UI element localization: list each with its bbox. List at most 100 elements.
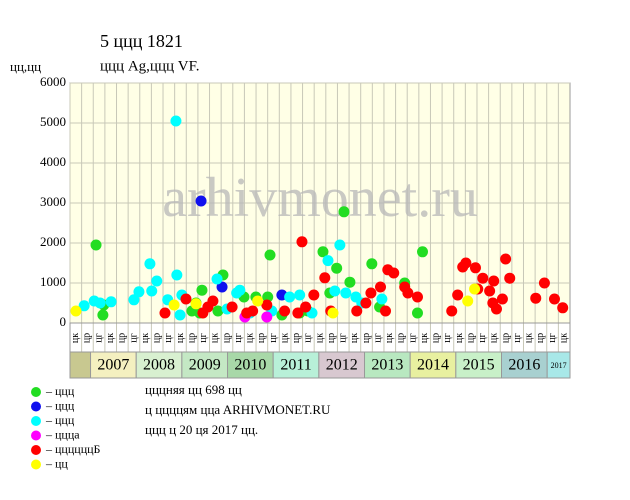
data-point [97, 309, 109, 321]
quarter-label: цр [117, 333, 128, 343]
year-cell [364, 351, 411, 379]
legend-marker [31, 430, 41, 441]
data-point [292, 307, 304, 319]
y-tick-label: 1000 [40, 274, 66, 289]
y-tick-label: 4000 [40, 154, 66, 169]
data-point [317, 246, 329, 258]
data-point [484, 285, 496, 297]
quarter-label: цр [500, 333, 511, 343]
quarter-label: цг [268, 333, 279, 342]
legend-label: – ццц [45, 398, 75, 412]
year-cell [546, 351, 571, 379]
legend-label: – ццц [45, 413, 75, 427]
quarter-label: цр [256, 333, 267, 343]
data-point [94, 297, 106, 309]
data-point [247, 305, 259, 317]
data-point [446, 305, 458, 317]
data-point [212, 305, 224, 317]
data-point [504, 272, 516, 284]
year-cell-empty [69, 351, 92, 379]
quarter-label: цк [419, 333, 430, 343]
quarter-label: цк [314, 333, 325, 343]
year-label: 2010 [234, 357, 266, 374]
year-label: 2014 [417, 357, 449, 374]
quarter-label: цг [338, 333, 349, 342]
data-point [90, 239, 102, 251]
data-point [70, 305, 82, 317]
year-label: 2013 [371, 357, 403, 374]
quarter-label: цр [82, 333, 93, 343]
data-point [351, 305, 363, 317]
y-tick-label: 0 [60, 314, 67, 329]
data-point [190, 298, 202, 310]
quarter-label: цр [291, 333, 302, 343]
data-point [196, 284, 208, 296]
data-point [174, 309, 186, 321]
quarter-label: цк [175, 333, 186, 343]
data-point [151, 275, 163, 287]
year-label: 2017 [551, 361, 567, 370]
quarter-label: цр [326, 333, 337, 343]
legend-marker [31, 459, 41, 470]
watermark: arhivmonet.ru [162, 167, 478, 229]
data-point [360, 297, 372, 309]
quarter-label: цк [279, 333, 290, 343]
data-point [207, 295, 219, 307]
data-point [344, 276, 356, 288]
quarter-label: цг [372, 333, 383, 342]
quarter-label: цр [465, 333, 476, 343]
year-cell [181, 351, 229, 379]
data-point [262, 291, 274, 303]
quarter-label: цг [93, 333, 104, 342]
data-point [496, 293, 508, 305]
legend-marker [31, 387, 41, 397]
quarter-label: цр [186, 333, 197, 343]
data-point [452, 289, 464, 301]
data-point [105, 296, 117, 308]
data-point [469, 262, 481, 274]
data-point [159, 307, 171, 319]
data-point [322, 255, 334, 267]
data-point [538, 277, 550, 289]
y-axis-label: цц,цц [10, 59, 41, 74]
data-point [477, 272, 489, 284]
data-point [300, 301, 312, 313]
data-point [279, 305, 291, 317]
data-point [411, 307, 423, 319]
year-cell [272, 351, 320, 379]
quarter-label: цк [210, 333, 221, 343]
legend-label: – ццццццБ [45, 442, 101, 456]
quarter-label: цг [233, 333, 244, 342]
chart-subtitle: ццц Ag,ццц VF. [100, 58, 199, 74]
data-point [195, 195, 207, 207]
quarter-label: цк [454, 333, 465, 343]
data-point [500, 253, 512, 265]
year-cell [318, 351, 366, 379]
y-tick-label: 6000 [40, 74, 66, 89]
data-point [460, 257, 472, 269]
data-point [168, 299, 180, 311]
quarter-label: цк [70, 333, 81, 343]
year-cell [409, 351, 457, 379]
quarter-label: цк [105, 333, 116, 343]
chart-title: 5 ццц 1821 [100, 31, 183, 51]
data-point [170, 115, 182, 127]
y-tick-label: 3000 [40, 194, 66, 209]
data-point [557, 302, 569, 314]
quarter-label: цк [489, 333, 500, 343]
data-point [417, 246, 429, 258]
data-point [490, 303, 502, 315]
data-point [234, 284, 246, 296]
year-label: 2012 [326, 357, 358, 374]
quarter-label: цк [524, 333, 535, 343]
data-point [340, 287, 352, 299]
data-point [211, 273, 223, 285]
quarter-label: цг [128, 333, 139, 342]
data-point [216, 281, 228, 293]
quarter-label: цр [431, 333, 442, 343]
quarter-label: цг [303, 333, 314, 342]
data-point [226, 301, 238, 313]
data-point [469, 283, 481, 295]
data-point [78, 300, 90, 312]
data-point [334, 239, 346, 251]
